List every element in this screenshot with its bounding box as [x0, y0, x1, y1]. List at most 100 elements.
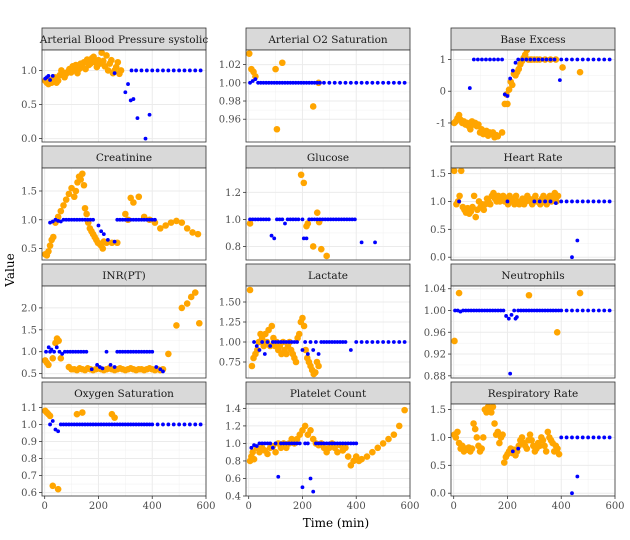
x-tick-label: 0 — [42, 501, 48, 512]
blue-point — [301, 80, 306, 85]
orange-point — [99, 245, 107, 252]
blue-point — [308, 340, 313, 344]
blue-point — [177, 422, 182, 427]
blue-point — [69, 217, 74, 222]
blue-point — [359, 240, 364, 245]
blue-point — [293, 80, 298, 85]
orange-point — [248, 362, 256, 370]
y-tick-label: 1.00 — [424, 306, 446, 317]
blue-point — [305, 352, 310, 356]
blue-point — [75, 217, 79, 222]
blue-point — [295, 340, 299, 344]
y-tick-label: -1 — [436, 118, 446, 129]
blue-point — [354, 80, 359, 85]
blue-point — [342, 217, 347, 222]
blue-point — [252, 340, 256, 344]
blue-point — [391, 340, 396, 344]
orange-point — [478, 445, 485, 452]
blue-point — [580, 199, 585, 204]
panel-title: Arterial O2 Saturation — [267, 34, 388, 46]
blue-point — [136, 349, 141, 354]
panel-title: INR(PT) — [102, 270, 146, 282]
blue-point — [575, 57, 580, 62]
blue-point — [62, 349, 67, 354]
blue-point — [492, 57, 496, 62]
points-group — [42, 289, 203, 374]
orange-point — [323, 252, 330, 260]
blue-point — [596, 435, 601, 440]
blue-point — [335, 340, 340, 344]
orange-point — [559, 64, 566, 71]
blue-point — [135, 116, 140, 121]
blue-point — [596, 199, 601, 204]
blue-point — [75, 422, 79, 427]
blue-point — [120, 217, 125, 222]
blue-point — [513, 60, 518, 65]
panel-title: Creatinine — [96, 152, 152, 164]
blue-point — [501, 308, 506, 313]
blue-point — [150, 68, 155, 73]
blue-point — [85, 422, 90, 427]
blue-point — [509, 312, 514, 317]
blue-point — [524, 308, 529, 313]
orange-point — [104, 67, 112, 74]
blue-point — [153, 217, 157, 222]
blue-point — [296, 80, 301, 85]
blue-point — [318, 217, 322, 222]
blue-point — [544, 57, 549, 62]
blue-point — [580, 57, 585, 62]
orange-point — [103, 52, 110, 59]
panel-11: Platelet Count 0 200 400 600 0.4 0.6 0.8 1.0 1.2 1… — [225, 381, 420, 512]
panel-border — [245, 403, 411, 497]
y-tick-label: 0.5 — [21, 100, 37, 111]
blue-point — [104, 349, 109, 354]
blue-point — [591, 57, 596, 62]
orange-point — [309, 103, 317, 110]
blue-point — [324, 340, 329, 344]
orange-point — [576, 68, 584, 76]
blue-point — [514, 315, 519, 319]
blue-point — [261, 217, 266, 222]
blue-point — [370, 340, 375, 344]
blue-point — [295, 441, 299, 446]
blue-point — [264, 217, 269, 222]
blue-point — [58, 422, 63, 427]
blue-point — [312, 217, 317, 222]
y-tick-label: 0.92 — [424, 350, 446, 361]
orange-point — [307, 426, 314, 434]
blue-point — [83, 217, 87, 222]
y-tick-label: 0.8 — [225, 456, 241, 467]
blue-point — [120, 422, 125, 427]
blue-point — [307, 217, 312, 222]
blue-point — [258, 217, 263, 222]
blue-point — [319, 340, 324, 344]
blue-point — [556, 308, 561, 313]
blue-point — [570, 435, 574, 440]
blue-point — [477, 308, 482, 313]
panel-border — [450, 167, 616, 261]
orange-point — [162, 222, 169, 229]
blue-point — [128, 349, 133, 354]
blue-point — [348, 80, 353, 85]
y-tick-label: 0.88 — [424, 371, 446, 382]
blue-point — [143, 136, 148, 141]
blue-point — [602, 435, 607, 440]
y-tick-label: 1.0 — [21, 66, 37, 77]
blue-point — [537, 199, 542, 204]
blue-point — [548, 308, 553, 313]
blue-point — [54, 345, 59, 350]
blue-point — [60, 352, 65, 356]
orange-point — [264, 450, 271, 458]
blue-point — [139, 422, 144, 427]
blue-point — [570, 308, 574, 313]
y-tick-label: 0.5 — [430, 225, 446, 236]
panel-5: Glucose 0.8 1.0 1.2 — [225, 145, 411, 261]
blue-point — [46, 73, 51, 78]
blue-point — [524, 57, 529, 62]
orange-point — [189, 229, 196, 236]
orange-point — [178, 219, 186, 226]
panel-3: Base Excess -1 0 1 — [436, 27, 616, 143]
blue-point — [327, 441, 332, 446]
orange-point — [470, 192, 478, 200]
blue-point — [198, 68, 203, 73]
